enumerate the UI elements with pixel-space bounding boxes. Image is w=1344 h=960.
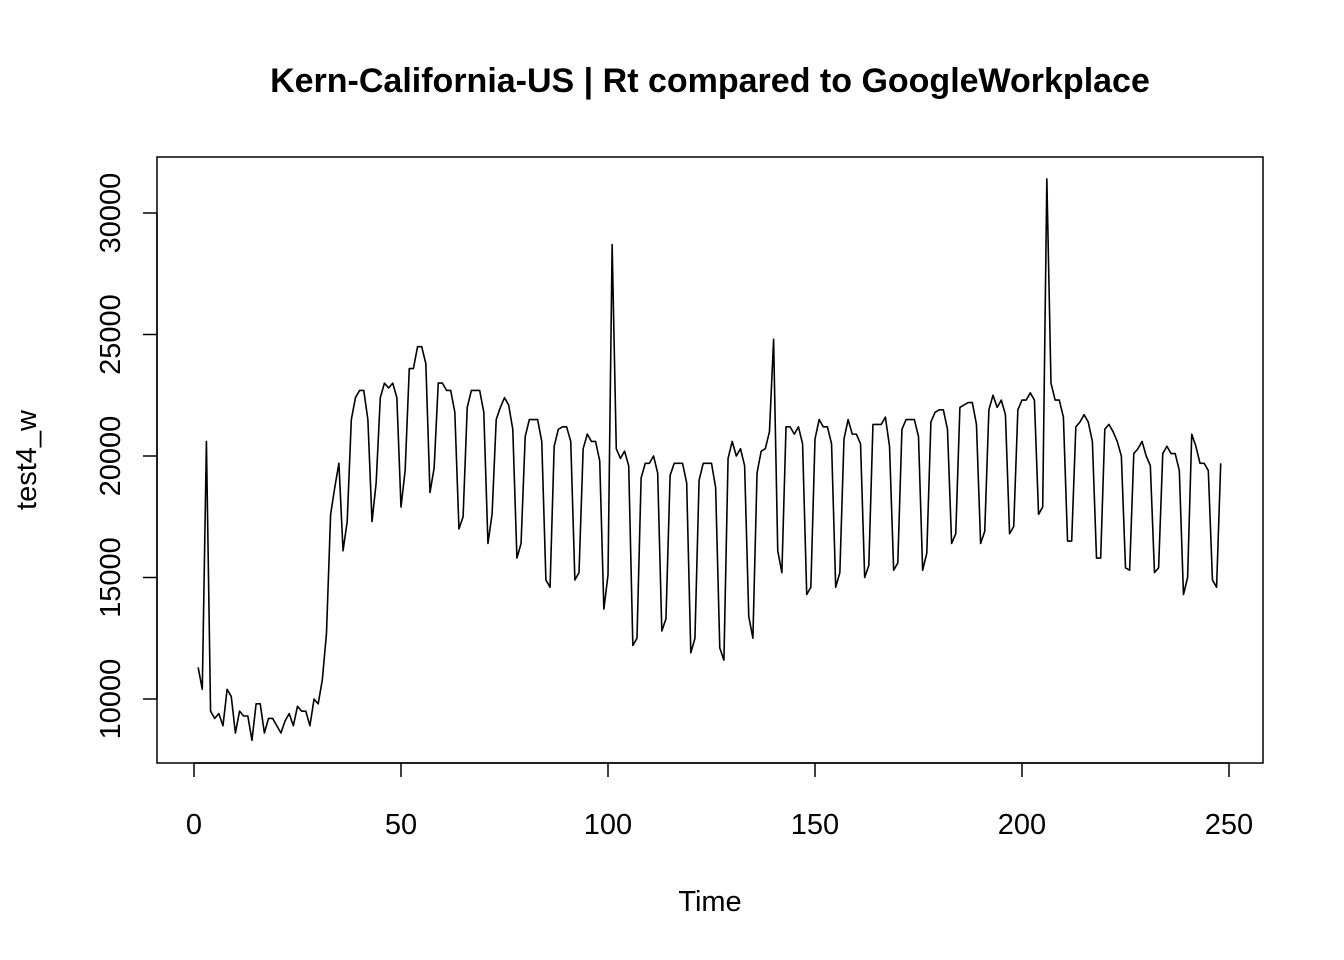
- y-tick-label: 15000: [95, 537, 127, 618]
- x-tick-label: 100: [584, 809, 632, 841]
- y-axis-label: test4_w: [11, 409, 43, 510]
- x-tick-label: 200: [998, 809, 1046, 841]
- chart-title: Kern-California-US | Rt compared to Goog…: [270, 62, 1150, 100]
- x-axis: 0 50 100 150 200 250: [186, 762, 1253, 841]
- y-tick-label: 25000: [95, 294, 127, 375]
- x-tick-label: 250: [1205, 809, 1253, 841]
- x-tick-label: 0: [186, 809, 202, 841]
- y-tick-label: 20000: [95, 416, 127, 497]
- series-line: [197, 178, 1222, 742]
- y-tick-label: 10000: [95, 659, 127, 740]
- x-tick-label: 50: [385, 809, 417, 841]
- x-axis-label: Time: [678, 886, 741, 918]
- x-tick-label: 150: [791, 809, 839, 841]
- y-axis: 10000 15000 20000 25000 30000: [95, 173, 158, 740]
- y-tick-label: 30000: [95, 173, 127, 254]
